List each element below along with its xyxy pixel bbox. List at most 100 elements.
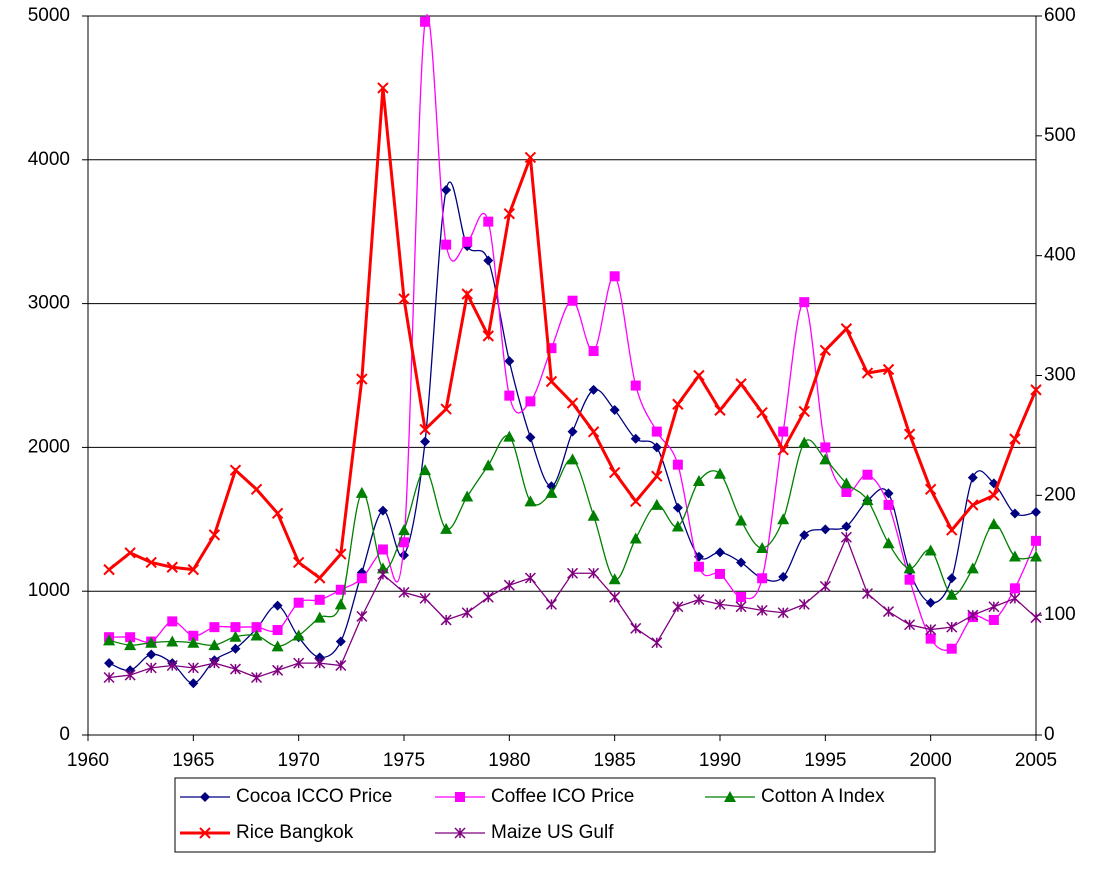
- x-tick-label: 1995: [804, 750, 846, 771]
- marker: [314, 657, 326, 669]
- legend-label: Coffee ICO Price: [491, 786, 634, 807]
- marker: [230, 643, 241, 654]
- marker: [356, 373, 368, 385]
- marker: [967, 472, 978, 483]
- marker: [588, 346, 599, 357]
- marker: [355, 486, 368, 498]
- marker: [756, 604, 768, 616]
- marker: [524, 495, 537, 507]
- marker: [377, 544, 388, 555]
- marker: [377, 82, 389, 94]
- marker: [588, 384, 599, 395]
- marker: [819, 344, 832, 357]
- marker: [735, 514, 748, 526]
- y-tick-label: 5000: [28, 5, 70, 26]
- marker: [651, 442, 662, 453]
- marker: [715, 547, 725, 558]
- marker: [229, 663, 241, 675]
- marker: [398, 293, 410, 305]
- marker: [736, 591, 747, 602]
- marker: [715, 568, 725, 579]
- marker: [292, 629, 305, 641]
- marker: [1031, 507, 1041, 518]
- marker: [882, 537, 895, 549]
- marker: [377, 568, 389, 580]
- marker: [630, 622, 642, 634]
- marker: [777, 513, 790, 525]
- marker: [840, 477, 853, 489]
- marker: [672, 459, 683, 470]
- marker: [609, 591, 621, 603]
- marker: [187, 563, 200, 576]
- marker: [187, 662, 199, 674]
- marker: [777, 607, 789, 619]
- marker: [778, 571, 789, 582]
- marker: [145, 556, 157, 569]
- x-tick-label: 1960: [67, 750, 109, 771]
- legend-label: Maize US Gulf: [491, 822, 614, 843]
- marker: [883, 499, 894, 510]
- marker: [398, 524, 410, 536]
- x-tick-label: 2000: [910, 750, 952, 771]
- marker: [462, 236, 473, 247]
- marker: [546, 343, 557, 354]
- marker: [356, 610, 368, 622]
- marker: [440, 522, 453, 534]
- marker: [335, 636, 346, 647]
- marker: [861, 494, 874, 506]
- marker: [1030, 384, 1042, 396]
- marker: [420, 16, 431, 27]
- marker: [609, 405, 620, 416]
- marker: [714, 467, 726, 479]
- marker: [630, 433, 641, 444]
- legend-label: Cotton A Index: [761, 786, 885, 807]
- x-tick-label: 1980: [488, 750, 530, 771]
- marker: [461, 288, 473, 300]
- marker: [124, 547, 136, 559]
- marker: [440, 403, 452, 415]
- marker: [524, 151, 537, 164]
- marker: [862, 469, 873, 480]
- marker: [903, 428, 916, 440]
- y-tick-label: 3000: [28, 293, 70, 314]
- marker: [714, 404, 726, 416]
- marker: [504, 356, 515, 367]
- marker: [271, 507, 284, 520]
- marker: [525, 432, 536, 443]
- marker: [503, 579, 515, 591]
- marker: [967, 609, 979, 621]
- marker: [882, 363, 895, 376]
- series-line: [109, 14, 1037, 651]
- marker: [672, 398, 684, 410]
- series-line: [108, 535, 1037, 679]
- marker: [208, 529, 221, 541]
- marker: [757, 573, 768, 584]
- marker: [736, 557, 747, 568]
- marker: [651, 426, 662, 437]
- marker: [461, 607, 473, 619]
- marker: [819, 580, 831, 592]
- marker: [841, 521, 852, 532]
- marker: [946, 621, 958, 633]
- marker: [293, 597, 304, 608]
- series-line: [108, 87, 1038, 581]
- marker: [1009, 508, 1020, 519]
- marker: [724, 791, 736, 802]
- marker: [861, 588, 873, 600]
- marker: [229, 464, 242, 476]
- marker: [188, 630, 199, 641]
- marker: [608, 466, 621, 479]
- marker: [798, 405, 810, 418]
- marker: [334, 598, 347, 610]
- marker: [208, 657, 220, 669]
- marker: [777, 444, 789, 456]
- marker: [650, 498, 663, 510]
- y-tick-label: 4000: [28, 149, 70, 170]
- marker: [693, 369, 705, 382]
- marker: [187, 636, 200, 648]
- marker: [946, 643, 957, 654]
- marker: [672, 502, 683, 513]
- marker: [166, 635, 179, 647]
- marker: [124, 669, 136, 681]
- marker: [1009, 433, 1021, 445]
